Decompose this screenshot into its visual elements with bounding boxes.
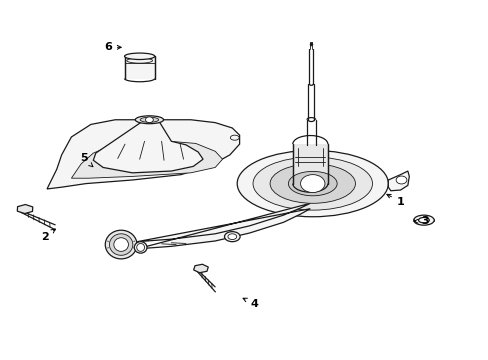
Text: 5: 5	[80, 153, 93, 167]
Circle shape	[300, 175, 325, 193]
Ellipse shape	[227, 234, 236, 239]
Text: 1: 1	[386, 194, 404, 207]
Polygon shape	[124, 56, 155, 78]
Polygon shape	[71, 140, 222, 178]
Polygon shape	[387, 171, 408, 191]
Polygon shape	[47, 120, 239, 189]
Ellipse shape	[137, 243, 144, 251]
Ellipse shape	[288, 171, 336, 196]
Text: 3: 3	[413, 216, 428, 226]
Ellipse shape	[224, 231, 240, 242]
Ellipse shape	[109, 234, 133, 255]
Text: 2: 2	[41, 229, 55, 242]
Ellipse shape	[418, 217, 428, 223]
Polygon shape	[292, 144, 327, 184]
Ellipse shape	[134, 242, 147, 253]
Ellipse shape	[114, 238, 128, 251]
Ellipse shape	[269, 164, 355, 203]
Ellipse shape	[135, 116, 163, 124]
Ellipse shape	[252, 157, 372, 210]
Text: 6: 6	[104, 42, 121, 52]
Polygon shape	[17, 204, 33, 213]
Text: 4: 4	[243, 298, 258, 309]
Ellipse shape	[105, 230, 137, 259]
Ellipse shape	[237, 150, 387, 217]
Ellipse shape	[230, 135, 239, 140]
Ellipse shape	[124, 53, 155, 59]
Polygon shape	[137, 203, 310, 249]
Circle shape	[395, 176, 406, 184]
Ellipse shape	[413, 215, 433, 225]
Polygon shape	[93, 121, 203, 173]
Polygon shape	[193, 264, 208, 273]
Circle shape	[145, 117, 153, 123]
Ellipse shape	[140, 117, 158, 122]
